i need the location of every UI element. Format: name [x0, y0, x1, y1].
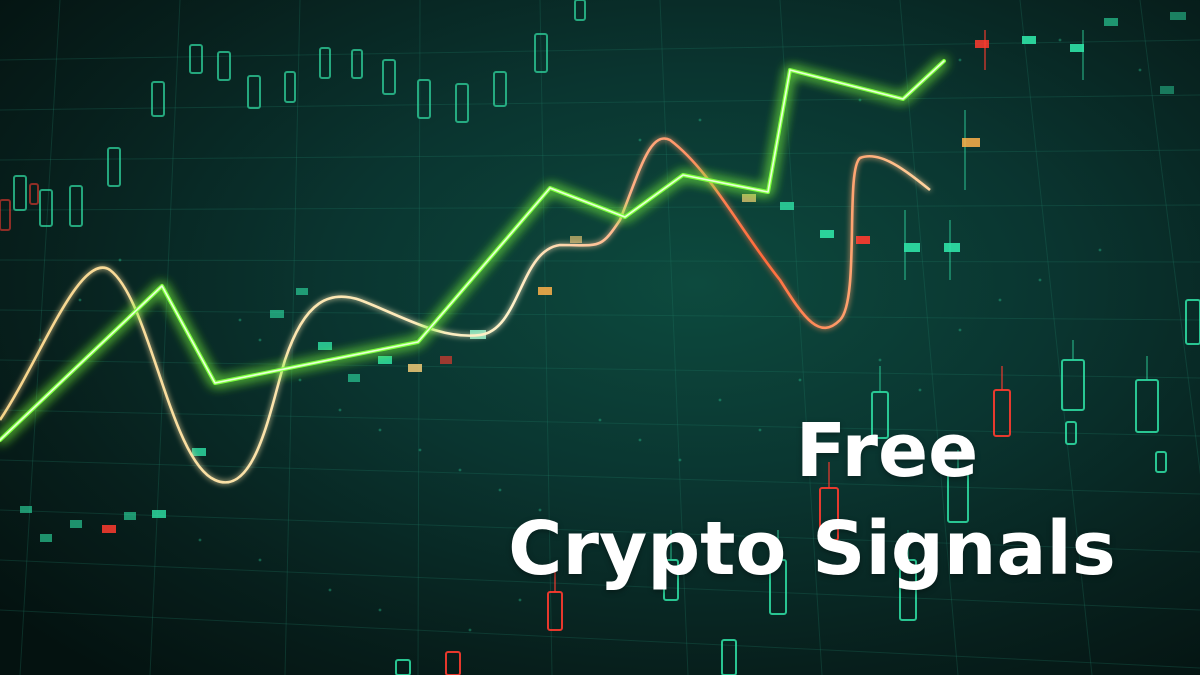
dot-grid — [38, 38, 1142, 632]
headline-free: Free — [795, 408, 979, 494]
oscillator-curve — [0, 137, 931, 484]
price-line — [0, 59, 946, 442]
headline: Free Crypto Signals — [492, 408, 1132, 592]
candle-markers — [20, 12, 1186, 542]
headline-crypto-signals: Crypto Signals — [508, 506, 1116, 592]
price-line-core — [0, 60, 945, 441]
